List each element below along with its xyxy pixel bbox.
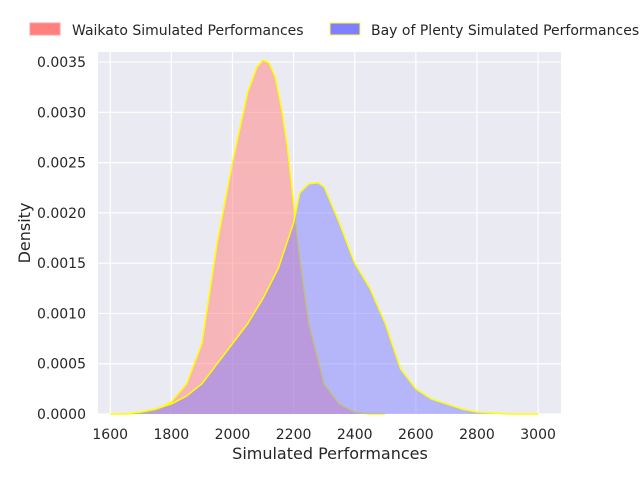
density-line-1 — [110, 181, 539, 415]
y-tick-label: 0.0035 — [37, 55, 86, 71]
y-tick-label: 0.0015 — [37, 256, 86, 272]
x-tick-label: 3000 — [520, 427, 556, 443]
legend-swatch-bay-of-plenty — [329, 22, 361, 36]
x-tick-label: 2400 — [337, 427, 373, 443]
y-tick-label: 0.0025 — [37, 156, 86, 172]
x-tick-label: 1800 — [154, 427, 190, 443]
y-tick-label: 0.0030 — [37, 105, 86, 121]
y-tick-label: 0.0000 — [37, 407, 86, 423]
x-tick-labels: 1600 1800 2000 2200 2400 2600 2800 3000 — [92, 427, 555, 443]
y-tick-label: 0.0010 — [37, 306, 86, 322]
y-tick-label: 0.0020 — [37, 206, 86, 222]
y-tick-labels: 0.0000 0.0005 0.0010 0.0015 0.0020 0.0025 0.00… — [37, 55, 86, 423]
density-area-0 — [125, 60, 386, 414]
x-tick-label: 2000 — [215, 427, 251, 443]
x-axis-label: Simulated Performances — [232, 444, 428, 463]
legend-swatch-waikato — [29, 22, 61, 36]
x-tick-label: 2800 — [459, 427, 495, 443]
legend: Waikato Simulated Performances Bay of Pl… — [29, 22, 639, 39]
legend-label-bay-of-plenty: Bay of Plenty Simulated Performances — [371, 23, 639, 39]
density-area-1 — [110, 182, 539, 414]
density-areas — [110, 59, 539, 415]
x-tick-label: 2600 — [398, 427, 434, 443]
y-tick-label: 0.0005 — [37, 357, 86, 373]
legend-label-waikato: Waikato Simulated Performances — [72, 23, 304, 39]
y-axis-label: Density — [15, 203, 34, 264]
x-tick-label: 2200 — [276, 427, 312, 443]
x-tick-label: 1600 — [92, 427, 128, 443]
